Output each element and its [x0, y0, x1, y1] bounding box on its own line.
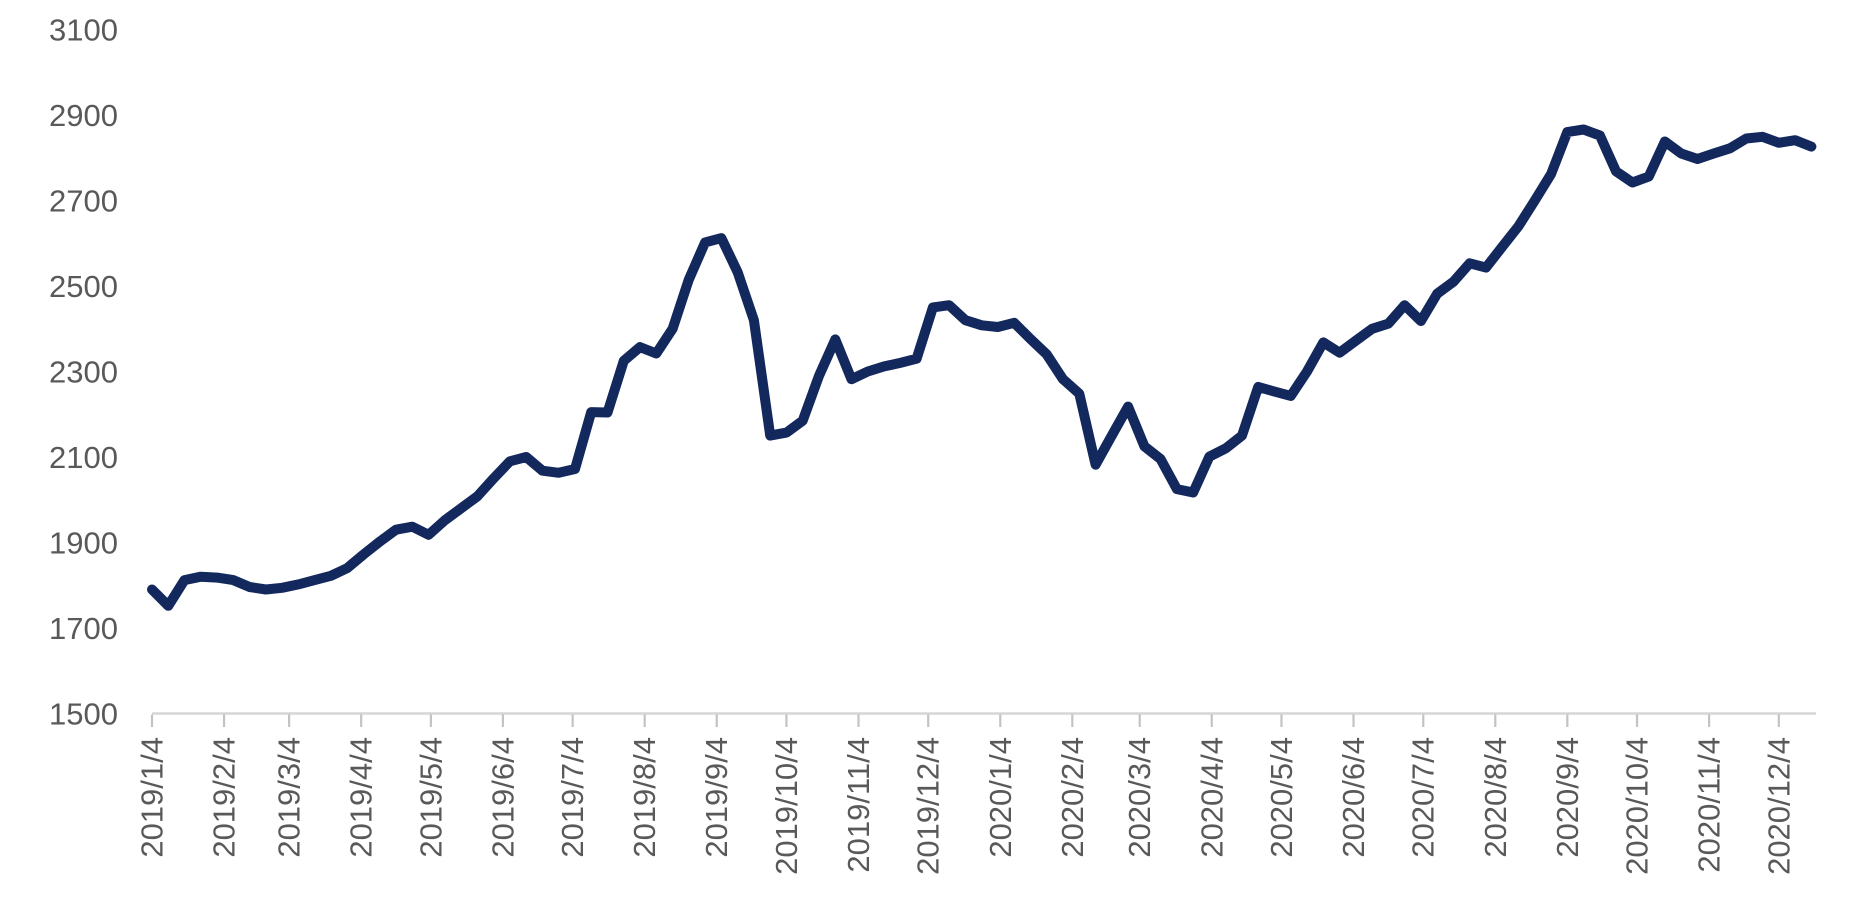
x-axis-tick-label: 2019/2/4 [207, 737, 242, 858]
x-axis-tick-label: 2019/11/4 [841, 737, 876, 873]
y-axis-tick-label: 3100 [49, 13, 118, 48]
x-axis-tick-label: 2020/5/4 [1264, 737, 1299, 858]
x-axis-tick-label: 2019/12/4 [911, 737, 946, 875]
y-axis-tick-label: 1700 [49, 611, 118, 646]
x-axis-tick-label: 2020/10/4 [1620, 737, 1655, 875]
x-axis-tick-label: 2020/12/4 [1761, 737, 1796, 875]
y-axis-tick-label: 2300 [49, 355, 118, 390]
x-axis-tick-label: 2020/9/4 [1550, 737, 1585, 858]
y-axis-tick-label: 1500 [49, 697, 118, 732]
y-axis-tick-label: 2700 [49, 184, 118, 219]
x-axis-tick-label: 2020/1/4 [983, 737, 1018, 858]
y-axis-tick-label: 2100 [49, 440, 118, 475]
price-line-series [147, 124, 1817, 611]
x-axis-tick-label: 2019/6/4 [485, 737, 520, 858]
x-axis-tick-label: 2020/3/4 [1122, 737, 1157, 858]
x-axis-tick-label: 2019/9/4 [699, 737, 734, 858]
x-axis-tick-label: 2020/2/4 [1055, 737, 1090, 858]
x-axis-tick-label: 2019/8/4 [627, 737, 662, 858]
y-axis-tick-label: 1900 [49, 526, 118, 561]
x-axis-tick-label: 2019/7/4 [555, 737, 590, 858]
x-axis-tick-label: 2019/1/4 [135, 737, 170, 858]
y-axis-tick-label: 2900 [49, 98, 118, 133]
x-axis-tick-label: 2019/5/4 [413, 737, 448, 858]
x-axis-tick-label: 2019/4/4 [344, 737, 379, 858]
x-axis-tick-label: 2020/11/4 [1692, 737, 1727, 873]
x-axis-tick-label: 2020/4/4 [1194, 737, 1229, 858]
x-axis-tick-label: 2019/10/4 [769, 737, 804, 875]
x-axis-tick-label: 2020/7/4 [1406, 737, 1441, 858]
x-axis-tick-label: 2020/8/4 [1478, 737, 1513, 858]
y-axis-tick-label: 2500 [49, 269, 118, 304]
x-axis-tick-label: 2020/6/4 [1336, 737, 1371, 858]
x-axis-tick-label: 2019/3/4 [272, 737, 307, 858]
